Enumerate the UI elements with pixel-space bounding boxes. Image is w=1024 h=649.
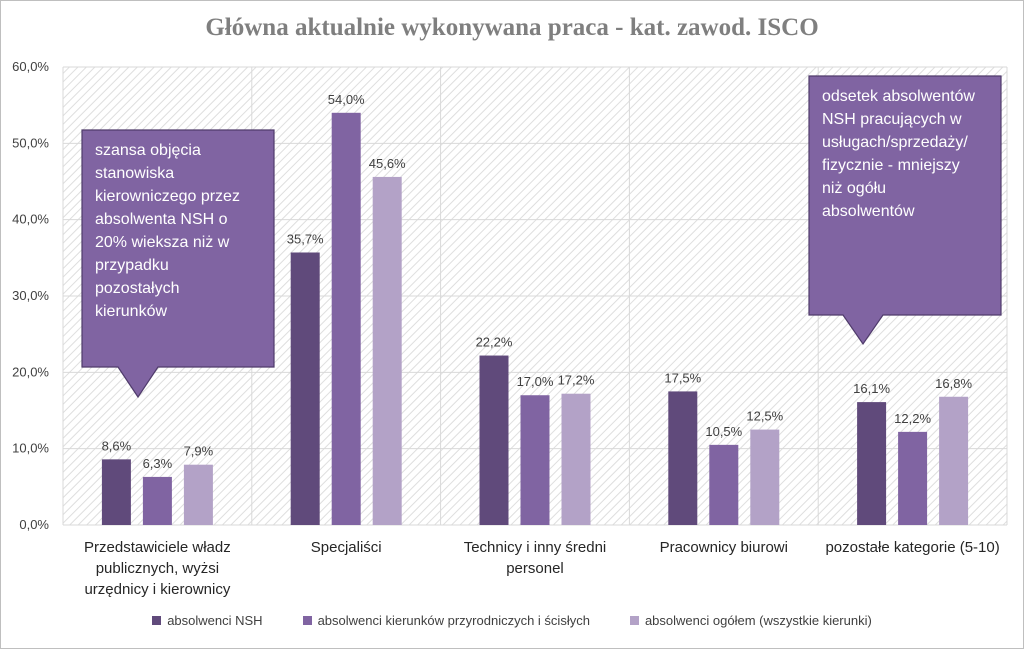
x-category-line: Przedstawiciele władz [84,539,231,556]
bar [857,402,887,525]
y-tick-label: 20,0% [12,364,49,379]
x-category-label: Specjaliści [252,537,440,558]
y-tick-label: 50,0% [12,135,49,150]
legend-item: absolwenci NSH [152,613,263,628]
x-category-line: pozostałe kategorie (5-10) [825,539,1000,556]
callout-line: pozostałych [95,280,180,297]
data-label: 12,2% [894,411,931,426]
data-label: 16,8% [935,376,972,391]
x-category-label: Przedstawiciele władz publicznych, wyżsi u… [63,537,251,600]
legend: absolwenci NSH absolwenci kierunków przyr… [0,613,1024,628]
callout-line: przypadku [95,257,169,274]
bar [372,176,402,526]
y-tick-label: 40,0% [12,212,49,227]
x-category-line: personel [506,560,564,577]
bar [101,459,131,525]
y-tick-label: 30,0% [12,288,49,303]
x-category-line: Technicy i inny średni [463,539,607,556]
bar [290,252,320,526]
x-category-label: Pracownicy biurowi [630,537,818,558]
callout-bubble [81,129,275,399]
callout-line: stanowiska [95,165,175,182]
bar [183,464,213,525]
x-category-label: Technicy i inny średni personel [441,537,629,579]
bar [479,355,509,525]
callout-line: absolwenta NSH o [95,211,228,228]
callout-line: niż ogółu [822,180,887,197]
data-label: 54,0% [328,92,365,107]
data-label: 6,3% [143,456,173,471]
legend-label: absolwenci NSH [167,613,263,628]
callout-line: usługach/sprzedaży/ [822,134,968,151]
legend-swatch [302,616,312,625]
y-tick-label: 10,0% [12,441,49,456]
legend-label: absolwenci kierunków przyrodniczych i śc… [317,613,590,628]
legend-swatch [629,616,639,625]
callout-line: szansa objęcia [95,142,201,159]
legend-item: absolwenci ogółem (wszystkie kierunki) [629,613,872,628]
bar [331,112,361,526]
data-label: 17,2% [558,373,595,388]
data-label: 17,0% [517,374,554,389]
data-label: 12,5% [746,409,783,424]
bar [709,444,739,525]
callout-line: odsetek absolwentów [822,88,975,105]
data-label: 7,9% [184,444,214,459]
bar [750,429,780,525]
y-tick-label: 0,0% [19,517,49,532]
x-category-label: pozostałe kategorie (5-10) [819,537,1007,558]
y-tick-label: 60,0% [12,59,49,74]
data-label: 22,2% [476,335,513,350]
bar [939,396,969,525]
bar [561,393,591,525]
legend-item: absolwenci kierunków przyrodniczych i śc… [302,613,590,628]
bar [142,476,172,525]
callout-line: kierowniczego przez [95,188,240,205]
legend-swatch [152,616,162,625]
bar [898,431,928,525]
x-category-line: urzędnicy i kierownicy [84,581,231,598]
data-label: 16,1% [853,381,890,396]
callout-line: 20% wieksza niż w [95,234,230,251]
chart-title: Główna aktualnie wykonywana praca - kat.… [205,14,819,41]
callout-bubble [808,75,1002,346]
callout-text: odsetek absolwentów NSH pracujących w usłu… [822,85,975,223]
callout-line: NSH pracujących w [822,111,962,128]
x-category-line: Pracownicy biurowi [659,539,788,556]
data-label: 8,6% [102,438,132,453]
callout-text: szansa objęcia stanowiska kierowniczego pr… [95,139,240,323]
callout-line: kierunków [95,303,168,320]
callout-line: absolwentów [822,203,915,220]
callout-line: fizycznie - mniejszy [822,157,960,174]
data-label: 17,5% [664,370,701,385]
legend-label: absolwenci ogółem (wszystkie kierunki) [644,613,872,628]
data-label: 45,6% [369,156,406,171]
bar [668,391,698,525]
bar [520,395,550,525]
data-label: 10,5% [705,424,742,439]
x-category-line: Specjaliści [310,539,382,556]
data-label: 35,7% [287,231,324,246]
x-category-line: publicznych, wyżsi [95,560,220,577]
